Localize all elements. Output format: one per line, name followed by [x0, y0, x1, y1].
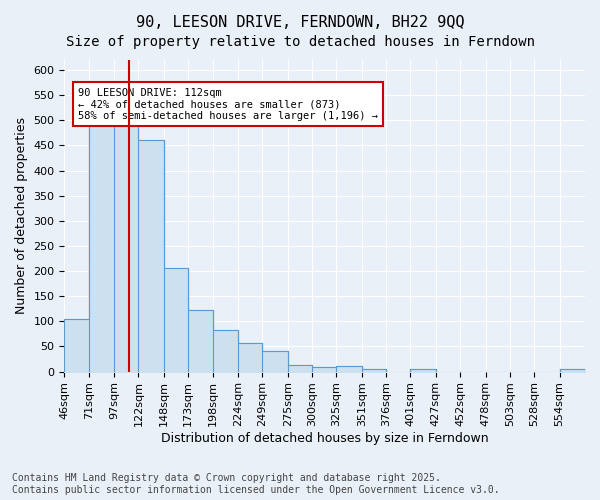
- X-axis label: Distribution of detached houses by size in Ferndown: Distribution of detached houses by size …: [161, 432, 488, 445]
- Text: 90 LEESON DRIVE: 112sqm
← 42% of detached houses are smaller (873)
58% of semi-d: 90 LEESON DRIVE: 112sqm ← 42% of detache…: [78, 88, 378, 121]
- Y-axis label: Number of detached properties: Number of detached properties: [15, 118, 28, 314]
- Text: Size of property relative to detached houses in Ferndown: Size of property relative to detached ho…: [65, 35, 535, 49]
- Text: 90, LEESON DRIVE, FERNDOWN, BH22 9QQ: 90, LEESON DRIVE, FERNDOWN, BH22 9QQ: [136, 15, 464, 30]
- Text: Contains HM Land Registry data © Crown copyright and database right 2025.
Contai: Contains HM Land Registry data © Crown c…: [12, 474, 500, 495]
